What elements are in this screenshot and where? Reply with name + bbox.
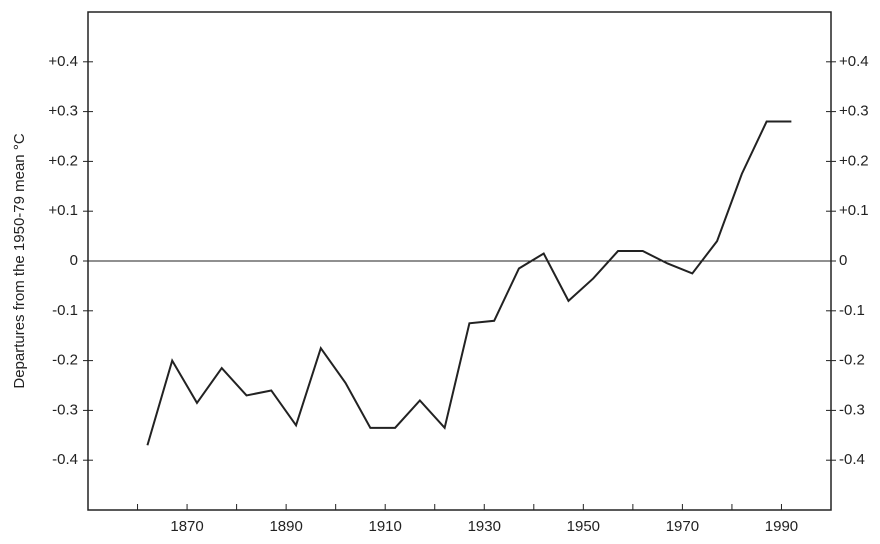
y-tick-label: +0.3 xyxy=(48,103,78,120)
y-tick-label-right: +0.2 xyxy=(839,152,869,169)
data-line xyxy=(146,120,792,446)
y-tick-label-right: -0.2 xyxy=(839,352,865,369)
y-tick-label: +0.4 xyxy=(48,53,78,70)
y-tick-label: +0.1 xyxy=(48,202,78,219)
y-tick-label: -0.2 xyxy=(52,352,78,369)
y-tick-label-right: 0 xyxy=(839,252,847,269)
x-tick-label: 1990 xyxy=(765,518,798,535)
y-tick-label: -0.1 xyxy=(52,302,78,319)
y-tick-label-right: +0.4 xyxy=(839,53,869,70)
y-tick-label: -0.4 xyxy=(52,451,78,468)
x-tick-label: 1910 xyxy=(369,518,402,535)
x-tick-label: 1870 xyxy=(170,518,203,535)
y-tick-label-right: -0.3 xyxy=(839,401,865,418)
y-tick-label-right: +0.3 xyxy=(839,103,869,120)
x-tick-label: 1970 xyxy=(666,518,699,535)
x-tick-label: 1890 xyxy=(269,518,302,535)
y-tick-label: 0 xyxy=(70,252,78,269)
x-tick-label: 1950 xyxy=(567,518,600,535)
y-tick-label-right: -0.4 xyxy=(839,451,865,468)
y-tick-label: -0.3 xyxy=(52,401,78,418)
y-axis-label: Departures from the 1950-79 mean °C xyxy=(11,133,28,388)
y-tick-label: +0.2 xyxy=(48,152,78,169)
x-tick-label: 1930 xyxy=(468,518,501,535)
y-tick-label-right: -0.1 xyxy=(839,302,865,319)
y-tick-label-right: +0.1 xyxy=(839,202,869,219)
